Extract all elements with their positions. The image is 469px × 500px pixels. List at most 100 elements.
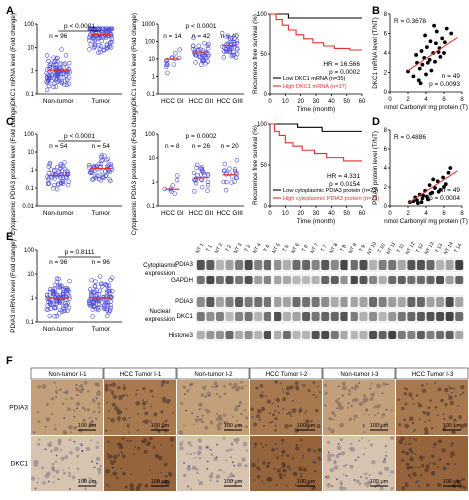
tissue-cell bbox=[256, 475, 261, 479]
blot-band bbox=[455, 276, 464, 284]
nucleus bbox=[362, 424, 365, 426]
tissue-cell bbox=[460, 384, 465, 390]
tissue-cell bbox=[376, 411, 380, 415]
nucleus bbox=[442, 466, 444, 469]
data-point bbox=[416, 201, 420, 206]
data-point bbox=[61, 306, 66, 311]
tissue-cell bbox=[161, 396, 167, 401]
tissue-cell bbox=[160, 444, 163, 446]
blot-band bbox=[416, 260, 425, 270]
nucleus bbox=[99, 464, 102, 467]
nucleus bbox=[437, 414, 439, 417]
tissue-cell bbox=[262, 461, 266, 465]
tissue-cell bbox=[369, 397, 374, 401]
tissue-cell bbox=[42, 481, 46, 485]
legend-label: High DKC1 mRNA (n=37) bbox=[283, 84, 347, 90]
tissue-cell bbox=[453, 418, 457, 422]
blot-band bbox=[340, 331, 349, 339]
tissue-cell bbox=[108, 486, 111, 489]
nucleus bbox=[434, 382, 437, 384]
n-label: n = 96 bbox=[49, 33, 68, 40]
blot-band bbox=[196, 312, 205, 321]
tissue-cell bbox=[129, 486, 134, 491]
x-tick-label: 0 bbox=[388, 211, 392, 217]
tissue-cell bbox=[288, 411, 292, 415]
tissue-cell bbox=[195, 467, 199, 471]
tissue-cell bbox=[304, 419, 310, 425]
data-point bbox=[45, 307, 51, 313]
tissue-cell bbox=[337, 397, 340, 400]
data-point bbox=[66, 179, 71, 184]
blot-band bbox=[196, 276, 205, 284]
tissue-cell bbox=[450, 442, 454, 446]
data-point bbox=[108, 39, 113, 45]
data-point bbox=[57, 282, 63, 288]
tissue-cell bbox=[181, 440, 184, 443]
data-point bbox=[94, 173, 100, 178]
data-point bbox=[416, 78, 421, 83]
y-tick-label: 50 bbox=[260, 163, 267, 169]
data-point bbox=[198, 172, 204, 177]
nucleus bbox=[191, 412, 194, 415]
nucleus bbox=[205, 395, 207, 398]
p-value-label: p < 0.0001 bbox=[64, 133, 95, 140]
blot-band bbox=[407, 331, 416, 339]
nucleus bbox=[276, 448, 279, 450]
tissue-cell bbox=[122, 471, 126, 476]
category-label: HCC GIII bbox=[216, 98, 243, 105]
tissue-cell bbox=[423, 427, 429, 432]
category-label: HCC GII bbox=[189, 210, 214, 217]
scale-bar-label: 100 μm bbox=[224, 423, 243, 429]
tissue-cell bbox=[128, 431, 130, 434]
blot-band bbox=[311, 276, 320, 284]
tissue-cell bbox=[92, 399, 96, 403]
x-tick-label: 50 bbox=[343, 211, 350, 217]
dot-plot-e: 0.1 1 10 100 PDIA3 mRNA level (Fold change) N… bbox=[10, 239, 122, 333]
nucleus bbox=[282, 408, 285, 411]
tissue-cell bbox=[198, 457, 202, 460]
survival-curve bbox=[270, 13, 362, 19]
blot-band bbox=[455, 260, 464, 270]
data-point bbox=[174, 177, 180, 183]
x-tick-label: 2 bbox=[406, 211, 410, 217]
x-tick-label: 8 bbox=[460, 97, 464, 103]
data-point bbox=[46, 181, 52, 186]
y-tick-label: 0 bbox=[384, 90, 388, 96]
p-value-label: p = 0.0004 bbox=[429, 195, 460, 202]
tissue-cell bbox=[278, 472, 283, 477]
tissue-cell bbox=[121, 437, 125, 440]
nucleus bbox=[411, 397, 414, 400]
tissue-cell bbox=[65, 389, 69, 393]
nucleus bbox=[331, 485, 334, 488]
data-point bbox=[92, 41, 98, 46]
data-point bbox=[433, 59, 437, 64]
tissue-cell bbox=[315, 409, 318, 412]
nucleus bbox=[313, 461, 315, 464]
nucleus bbox=[262, 482, 265, 485]
y-tick-label: 1 bbox=[31, 69, 35, 75]
nucleus bbox=[205, 446, 208, 449]
nucleus bbox=[47, 480, 50, 483]
tissue-cell bbox=[376, 404, 381, 409]
tissue-cell bbox=[122, 416, 127, 422]
data-point bbox=[98, 274, 103, 279]
tissue-cell bbox=[244, 384, 247, 387]
tissue-cell bbox=[369, 443, 374, 447]
data-point bbox=[425, 194, 429, 199]
blot-band bbox=[359, 312, 368, 321]
data-point bbox=[425, 197, 430, 202]
tissue-cell bbox=[295, 446, 300, 451]
tissue-cell bbox=[88, 416, 91, 420]
tissue-cell bbox=[300, 472, 303, 475]
blot-band bbox=[445, 276, 454, 284]
data-point bbox=[233, 175, 239, 181]
tissue-cell bbox=[291, 408, 297, 413]
lane-label: NT 13 bbox=[424, 241, 436, 256]
nucleus bbox=[385, 454, 388, 457]
data-point bbox=[205, 188, 210, 193]
tissue-cell bbox=[202, 385, 207, 391]
data-point bbox=[91, 303, 96, 308]
tissue-cell bbox=[121, 454, 126, 459]
tissue-cell bbox=[356, 479, 360, 484]
tissue-cell bbox=[256, 408, 262, 414]
